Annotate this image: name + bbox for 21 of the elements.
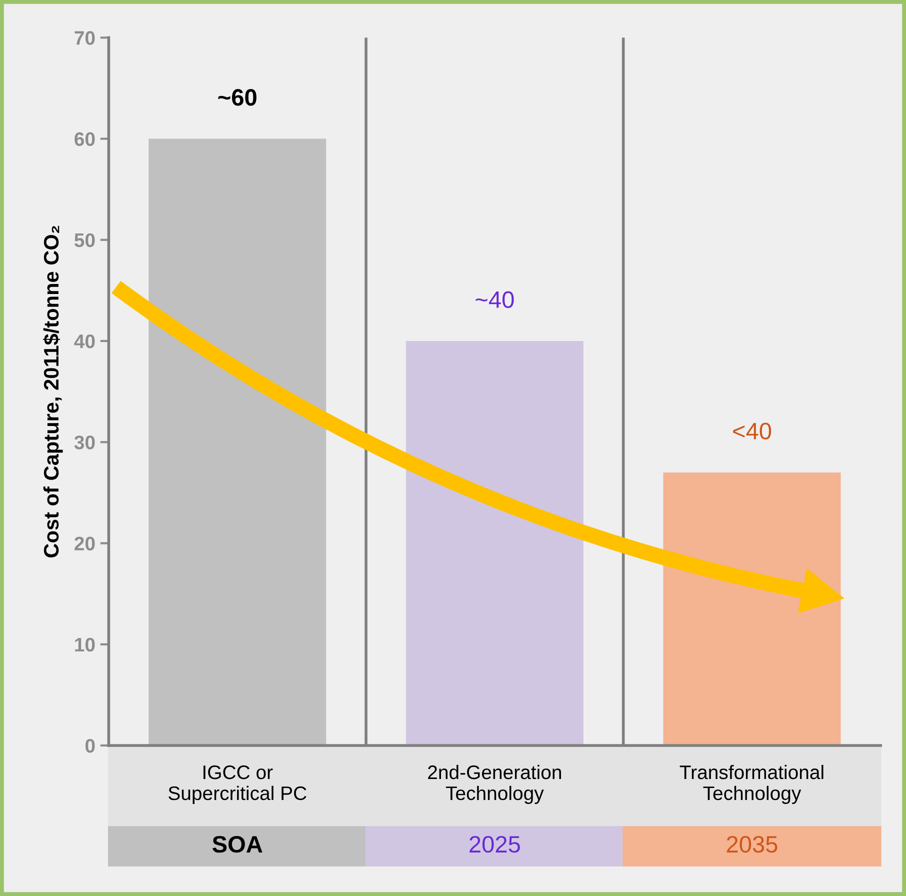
y-axis-title: Cost of Capture, 2011$/tonne CO₂ <box>43 226 63 558</box>
y-tick-label: 30 <box>74 436 95 450</box>
data-label: <40 <box>733 422 772 440</box>
y-tick-label: 40 <box>74 334 95 348</box>
text: SOA <box>212 836 262 853</box>
y-tick-label: 0 <box>85 738 95 753</box>
y-tick-label: 70 <box>74 31 95 45</box>
data-label: ~40 <box>476 291 514 308</box>
x-tick-label: IGCC or Supercritical PC <box>168 765 306 804</box>
x-tick-label: Transformational Technology <box>680 764 824 804</box>
y-tick-label: 20 <box>74 536 95 550</box>
y-tick-label: 60 <box>74 132 95 146</box>
text: 2025 <box>470 836 520 853</box>
bar <box>406 340 584 746</box>
x-tick-label: 2nd-Generation Technology <box>428 764 561 804</box>
bar <box>663 472 841 746</box>
data-label: ~60 <box>218 89 256 106</box>
y-tick-label: 50 <box>74 233 95 248</box>
text: 2035 <box>726 836 778 853</box>
y-tick-label: 10 <box>75 638 95 652</box>
bar <box>148 138 326 746</box>
